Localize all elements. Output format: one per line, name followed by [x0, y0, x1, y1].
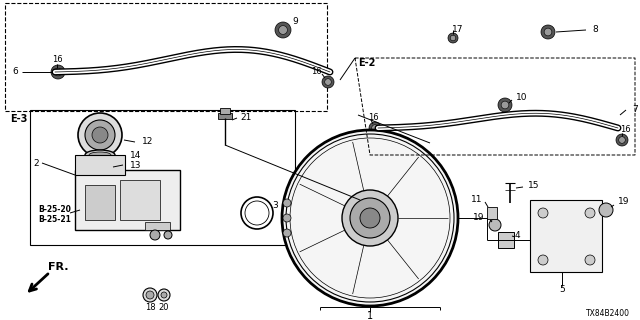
Bar [530, 200, 602, 272]
Circle shape [158, 289, 170, 301]
Bar [220, 108, 230, 114]
Text: B-25-21: B-25-21 [38, 215, 71, 225]
Text: 17: 17 [452, 26, 463, 35]
Bar [218, 113, 232, 119]
Circle shape [54, 68, 62, 76]
Text: 20: 20 [159, 302, 169, 311]
Ellipse shape [86, 164, 114, 172]
Circle shape [538, 255, 548, 265]
Text: 9: 9 [292, 18, 298, 27]
Text: E-3: E-3 [10, 114, 28, 124]
Text: 18: 18 [145, 302, 156, 311]
Circle shape [161, 292, 167, 298]
Bar [5, 3, 327, 111]
Text: 19: 19 [472, 213, 484, 222]
Text: 2: 2 [33, 158, 38, 167]
Text: 5: 5 [559, 285, 565, 294]
Bar [120, 180, 160, 220]
Circle shape [164, 231, 172, 239]
Circle shape [619, 137, 625, 143]
Text: 8: 8 [592, 26, 598, 35]
Circle shape [541, 25, 555, 39]
Text: 6: 6 [12, 68, 18, 76]
Text: FR.: FR. [48, 262, 68, 272]
Text: 13: 13 [130, 161, 141, 170]
Bar [75, 170, 180, 230]
Circle shape [599, 203, 613, 217]
Ellipse shape [90, 165, 110, 171]
Circle shape [92, 127, 108, 143]
Text: TX84B2400: TX84B2400 [586, 309, 630, 318]
Text: 16: 16 [620, 125, 630, 134]
Bar [30, 110, 295, 245]
Text: 15: 15 [528, 180, 540, 189]
Bar [487, 207, 497, 219]
Circle shape [501, 101, 509, 109]
Text: 1: 1 [367, 311, 373, 320]
Circle shape [85, 120, 115, 150]
Text: 16: 16 [368, 114, 379, 123]
Text: 7: 7 [632, 106, 637, 115]
Text: 16: 16 [52, 55, 62, 65]
Circle shape [489, 219, 501, 231]
Circle shape [544, 28, 552, 36]
Text: 11: 11 [470, 196, 482, 204]
Circle shape [78, 113, 122, 157]
Circle shape [51, 65, 65, 79]
Circle shape [282, 130, 458, 306]
Circle shape [143, 288, 157, 302]
Ellipse shape [89, 152, 111, 158]
Circle shape [283, 214, 291, 222]
Circle shape [146, 291, 154, 299]
Text: B-25-20: B-25-20 [38, 205, 71, 214]
Text: 16: 16 [312, 68, 322, 76]
Bar [85, 185, 115, 220]
Circle shape [498, 98, 512, 112]
Circle shape [448, 33, 458, 43]
Circle shape [150, 230, 160, 240]
Text: 12: 12 [142, 138, 154, 147]
Circle shape [283, 199, 291, 207]
Text: 3: 3 [272, 201, 278, 210]
Bar [145, 222, 170, 230]
Circle shape [372, 125, 378, 131]
Text: E-2: E-2 [358, 58, 376, 68]
Circle shape [283, 229, 291, 237]
Circle shape [275, 22, 291, 38]
Circle shape [350, 198, 390, 238]
Circle shape [342, 190, 398, 246]
Circle shape [585, 255, 595, 265]
Text: 21: 21 [240, 114, 252, 123]
Text: 10: 10 [516, 93, 527, 102]
Text: 19: 19 [618, 197, 630, 206]
Ellipse shape [85, 150, 115, 160]
Bar [75, 155, 125, 175]
Circle shape [585, 208, 595, 218]
Circle shape [322, 76, 334, 88]
Text: 4: 4 [515, 231, 520, 241]
Circle shape [278, 26, 287, 34]
Circle shape [538, 208, 548, 218]
Circle shape [616, 134, 628, 146]
Bar [498, 232, 514, 248]
Text: 14: 14 [130, 150, 141, 159]
Circle shape [369, 122, 381, 134]
Circle shape [324, 79, 332, 85]
Circle shape [451, 35, 456, 41]
Circle shape [360, 208, 380, 228]
